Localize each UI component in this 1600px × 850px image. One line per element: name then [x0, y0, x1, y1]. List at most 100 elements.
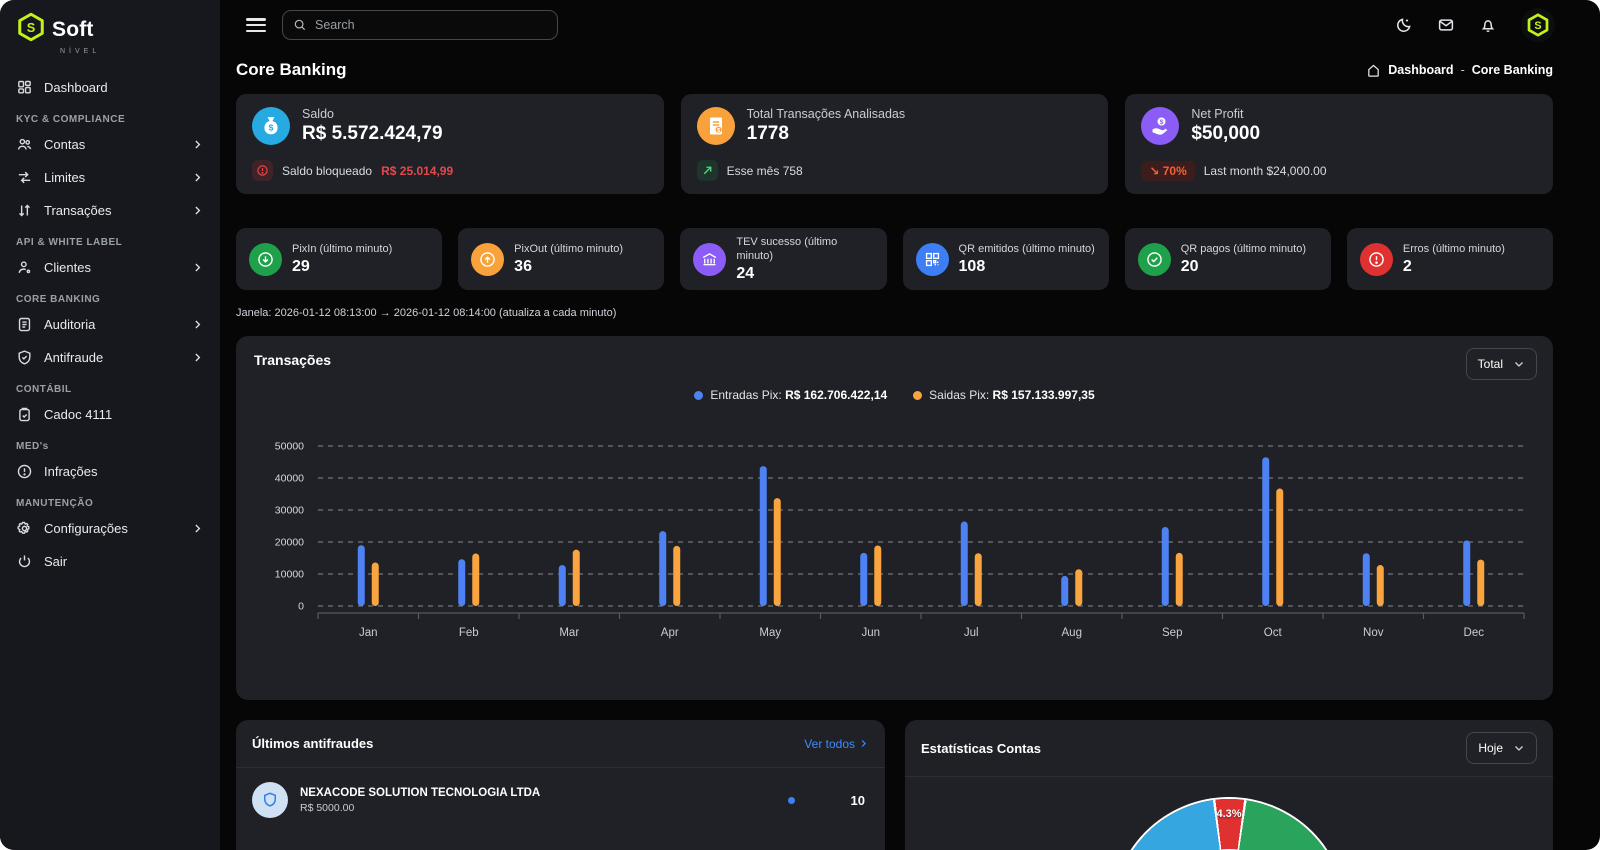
chevron-down-icon — [1515, 362, 1523, 367]
accounts-donut-chart: 4.3% 29.0% — [1113, 799, 1345, 850]
shield-avatar-icon — [252, 782, 288, 818]
ver-todos-link[interactable]: Ver todos — [804, 737, 869, 751]
qr-code-icon — [915, 242, 949, 276]
sidebar-item-dashboard[interactable]: Dashboard — [0, 71, 220, 104]
stat-card-saldo: $ Saldo R$ 5.572.424,79 Saldo bloqueado … — [236, 94, 664, 194]
breadcrumb-separator: - — [1460, 63, 1465, 77]
hamburger-menu-icon[interactable] — [246, 18, 266, 32]
dashboard-grid-icon — [16, 79, 33, 96]
sidebar-item-transacoes[interactable]: Transações — [0, 194, 220, 227]
sidebar-item-infracoes[interactable]: Infrações — [0, 455, 220, 488]
sidebar-item-limites[interactable]: Limites — [0, 161, 220, 194]
chevron-right-icon — [191, 204, 204, 217]
svg-text:Sep: Sep — [1162, 627, 1182, 639]
sidebar-section-kyc: KYC & COMPLIANCE — [16, 114, 126, 125]
bell-icon[interactable] — [1479, 16, 1497, 34]
check-circle-icon — [1137, 242, 1171, 276]
profile-brand-avatar[interactable]: S — [1521, 8, 1555, 42]
svg-text:0: 0 — [298, 601, 304, 613]
svg-text:Jul: Jul — [964, 627, 979, 639]
antifraud-row[interactable]: NEXACODE SOLUTION TECNOLOGIA LTDA — [236, 846, 885, 850]
search-input[interactable] — [315, 18, 547, 32]
breadcrumb-current: Core Banking — [1471, 63, 1553, 77]
breadcrumb-home[interactable]: Dashboard — [1388, 63, 1454, 77]
brand-name: Soft — [52, 17, 94, 41]
metric-value: 24 — [736, 264, 755, 282]
svg-text:Mar: Mar — [559, 627, 579, 639]
svg-text:Dec: Dec — [1464, 627, 1485, 639]
blocked-alert-icon — [252, 160, 273, 181]
stat-label: Total Transações Analisadas — [746, 107, 906, 121]
metric-label: PixOut (último minuto) — [514, 243, 623, 256]
stat-cards-row: $ Saldo R$ 5.572.424,79 Saldo bloqueado … — [236, 94, 1554, 194]
mail-icon[interactable] — [1437, 16, 1455, 34]
window-note: Janela: 2026-01-12 08:13:00 → 2026-01-12… — [236, 307, 617, 319]
sidebar-item-clientes[interactable]: Clientes — [0, 251, 220, 284]
users-icon — [16, 136, 33, 153]
metric-label: QR pagos (último minuto) — [1180, 243, 1307, 256]
stat-card-transacoes-analisadas: $ Total Transações Analisadas 1778 Esse … — [680, 94, 1109, 194]
transfer-arrows-icon — [16, 169, 33, 186]
stat-value: $50,000 — [1191, 123, 1261, 144]
metric-label: TEV sucesso (último minuto) — [736, 236, 838, 263]
sidebar-item-label: Auditoria — [44, 317, 96, 332]
svg-text:$: $ — [717, 128, 720, 134]
sidebar-section-meds: MED's — [16, 441, 49, 452]
stat-label: Net Profit — [1191, 107, 1244, 121]
metric-value: 20 — [1180, 257, 1199, 275]
trend-up-icon — [696, 160, 718, 181]
dark-mode-moon-icon[interactable] — [1395, 16, 1413, 34]
sidebar-item-antifraude[interactable]: Antifraude — [0, 341, 220, 374]
bottom-row: Últimos antifraudes Ver todos NEXACODE S… — [236, 720, 1553, 850]
legend-dot-blue — [694, 390, 704, 400]
metric-card-qr-emitidos: QR emitidos (último minuto) 108 — [902, 228, 1109, 290]
document-icon — [16, 316, 33, 333]
alert-circle-icon — [16, 463, 33, 480]
search-box — [282, 10, 558, 40]
error-alert-icon — [1359, 242, 1393, 276]
metric-label: Erros (último minuto) — [1402, 243, 1505, 256]
topbar-actions: S — [1395, 8, 1555, 42]
sidebar-item-auditoria[interactable]: Auditoria — [0, 308, 220, 341]
sidebar-item-configuracoes[interactable]: Configurações — [0, 512, 220, 545]
chevron-right-icon — [191, 522, 204, 535]
sidebar: S Soft NÍVEL Dashboard KYC & COMPLIANCE … — [0, 0, 220, 850]
svg-text:Oct: Oct — [1264, 627, 1283, 639]
chevron-down-icon — [1515, 746, 1523, 751]
sidebar-item-label: Transações — [44, 203, 112, 218]
topbar: S — [220, 0, 1600, 50]
sidebar-item-contas[interactable]: Contas — [0, 128, 220, 161]
accounts-filter-dropdown[interactable]: Hoje — [1466, 732, 1537, 764]
svg-text:$: $ — [1160, 119, 1164, 126]
accounts-stats-title: Estatísticas Contas — [921, 740, 1041, 756]
sidebar-item-cadoc[interactable]: Cadoc 4111 — [0, 398, 220, 431]
sidebar-item-label: Cadoc 4111 — [44, 407, 113, 422]
svg-text:40000: 40000 — [275, 473, 304, 485]
transactions-title: Transações — [254, 352, 332, 368]
chevron-right-icon — [191, 138, 204, 151]
sidebar-item-label: Configurações — [44, 521, 128, 536]
percent-down-badge: ↘ 70% — [1141, 161, 1195, 181]
antifraud-amount: R$ 5000.00 — [300, 801, 355, 814]
receipt-icon: $ — [696, 107, 735, 145]
transactions-filter-dropdown[interactable]: Total — [1465, 348, 1537, 380]
svg-text:Apr: Apr — [661, 627, 679, 639]
antifraud-title: Últimos antifraudes — [252, 736, 374, 751]
donut-ring — [1113, 799, 1345, 850]
sort-arrows-icon — [16, 202, 33, 219]
antifraud-row[interactable]: NEXACODE SOLUTION TECNOLOGIA LTDA R$ 500… — [236, 768, 885, 832]
donut-label-red: 4.3% — [1216, 808, 1242, 820]
person-icon — [16, 259, 33, 276]
metric-cards-row: PixIn (último minuto) 29 PixOut (último … — [236, 228, 1554, 290]
brand-hexagon-s-icon: S — [16, 12, 46, 47]
metric-value: 36 — [514, 257, 532, 275]
svg-text:10000: 10000 — [275, 569, 304, 581]
main-area: S Core Banking Dashboard - Core Banking — [220, 0, 1600, 850]
metric-value: 108 — [958, 257, 986, 275]
svg-text:May: May — [759, 627, 781, 639]
sidebar-item-sair[interactable]: Sair — [0, 545, 220, 578]
svg-text:Jan: Jan — [359, 627, 378, 639]
metric-label: PixIn (último minuto) — [292, 243, 393, 256]
brand-hexagon-s-icon: S — [1527, 13, 1549, 37]
bank-icon — [693, 242, 727, 276]
